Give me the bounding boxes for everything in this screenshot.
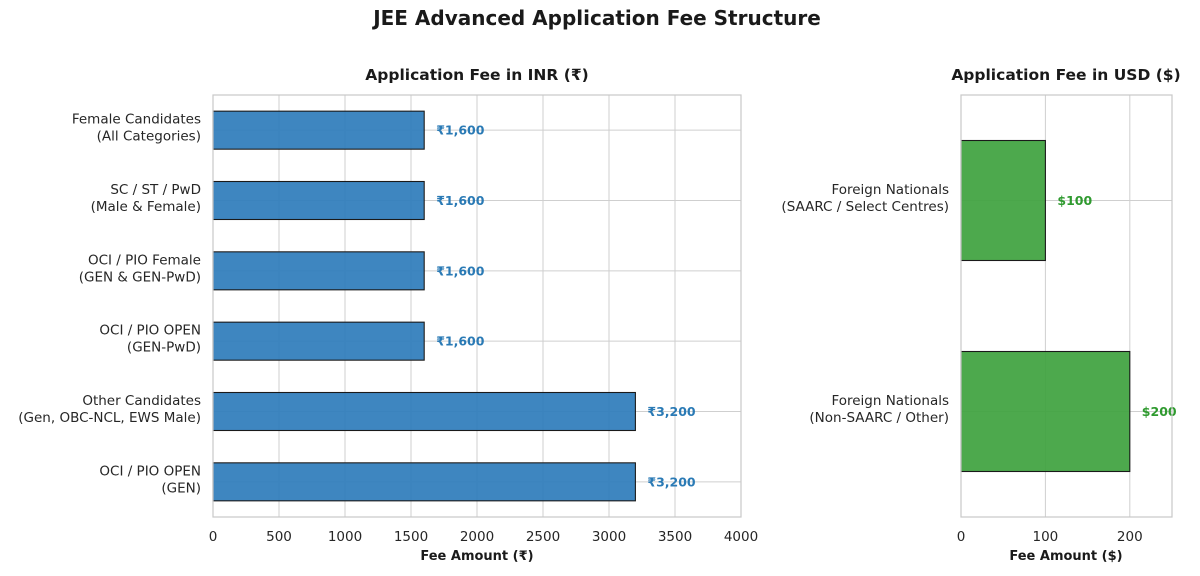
x-tick-label: 0 <box>209 529 218 545</box>
plot-frame <box>960 94 1173 518</box>
plot-frame <box>212 94 742 518</box>
x-tick-label: 2500 <box>526 529 560 545</box>
category-label: Female Candidates (All Categories) <box>72 112 201 145</box>
data-label: ₹1,600 <box>436 193 485 208</box>
category-label: Foreign Nationals (Non-SAARC / Other) <box>809 393 949 426</box>
data-label: ₹3,200 <box>647 404 696 419</box>
x-tick-label: 1500 <box>394 529 428 545</box>
x-tick-label: 2000 <box>460 529 494 545</box>
category-label: OCI / PIO OPEN (GEN-PwD) <box>99 323 201 356</box>
bar <box>960 139 1046 262</box>
x-tick-label: 4000 <box>724 529 758 545</box>
category-label: OCI / PIO OPEN (GEN) <box>99 463 201 496</box>
data-label: ₹1,600 <box>436 334 485 349</box>
x-tick-label: 0 <box>957 529 966 545</box>
category-label: Foreign Nationals (SAARC / Select Centres… <box>781 182 949 215</box>
bar <box>212 321 425 361</box>
x-tick-label: 500 <box>266 529 292 545</box>
data-label: $100 <box>1057 193 1092 208</box>
panel-title: Application Fee in INR (₹) <box>365 66 588 84</box>
x-tick-label: 100 <box>1033 529 1059 545</box>
panel-title: Application Fee in USD ($) <box>951 66 1180 84</box>
x-axis-label: Fee Amount (₹) <box>420 549 533 564</box>
chart-panel-usd: Application Fee in USD ($) Foreign Nation… <box>781 66 1180 564</box>
data-label: ₹1,600 <box>436 123 485 138</box>
bar <box>212 110 425 150</box>
chart-panel-inr: Application Fee in INR (₹) Female Candida… <box>18 66 758 564</box>
data-label: $200 <box>1142 404 1177 419</box>
bar <box>960 350 1131 473</box>
x-tick-label: 200 <box>1117 529 1143 545</box>
bar <box>212 391 636 432</box>
category-label: OCI / PIO Female (GEN & GEN-PwD) <box>79 252 201 285</box>
x-tick-label: 3000 <box>592 529 626 545</box>
x-axis-label: Fee Amount ($) <box>1009 549 1122 564</box>
bar <box>212 462 636 502</box>
x-tick-label: 3500 <box>658 529 692 545</box>
x-tick-label: 1000 <box>328 529 362 545</box>
bar <box>212 251 425 291</box>
data-label: ₹1,600 <box>436 263 485 278</box>
category-label: Other Candidates (Gen, OBC-NCL, EWS Male) <box>18 393 201 426</box>
figure-title: JEE Advanced Application Fee Structure <box>371 6 821 30</box>
category-label: SC / ST / PwD (Male & Female) <box>91 182 201 215</box>
bar <box>212 180 425 221</box>
data-label: ₹3,200 <box>647 474 696 489</box>
